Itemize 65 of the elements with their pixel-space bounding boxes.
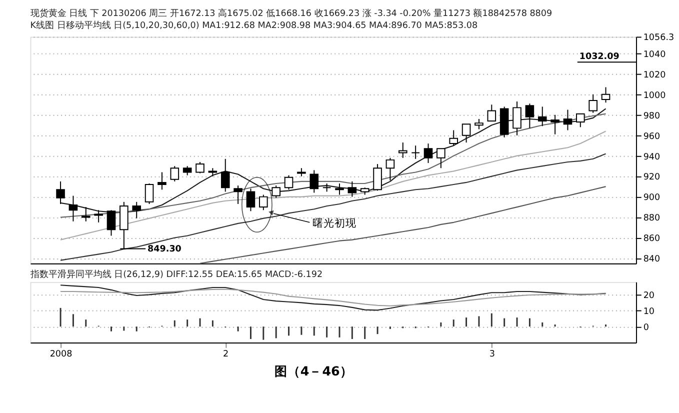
candlestick [398, 142, 408, 158]
y-tick-label: 880 [643, 214, 660, 224]
x-tick-label: 2008 [50, 350, 72, 360]
y-tick-label: 920 [643, 172, 660, 183]
candlestick [182, 166, 192, 176]
candlestick [220, 158, 230, 192]
candlestick [550, 114, 560, 135]
candlestick [106, 210, 116, 236]
candlestick [512, 101, 522, 136]
candlestick [424, 143, 433, 164]
y-tick-label: 940 [643, 152, 660, 162]
line-series [60, 288, 606, 306]
candlestick [474, 118, 484, 130]
candlestick [81, 206, 90, 222]
annotation: 1032.09 [579, 52, 620, 62]
candlestick [259, 194, 268, 211]
candlestick [462, 124, 471, 144]
candlestick [68, 195, 78, 222]
candlestick [487, 104, 496, 122]
candlestick [576, 113, 585, 128]
y-tick-label: 1056.3 [643, 33, 674, 44]
x-tick-label: 2 [223, 350, 229, 360]
y-tick-label: 1020 [643, 70, 666, 80]
candlestick [144, 183, 154, 204]
annotation: 849.30 [148, 244, 182, 255]
candlestick [436, 148, 446, 169]
candlestick [158, 172, 166, 190]
y-tick-label: 0 [643, 322, 649, 333]
candlestick [348, 180, 357, 198]
text: 图（4－46） [274, 364, 353, 379]
y-tick-label: 20 [643, 291, 655, 302]
line-series [60, 153, 606, 261]
annotation: 曙光初现 [312, 216, 357, 230]
y-tick-label: 1000 [643, 90, 666, 101]
candlestick [310, 170, 319, 194]
candlestick [386, 157, 395, 181]
candlestick [94, 210, 103, 223]
candlestick [411, 145, 420, 160]
y-tick-label: 980 [643, 111, 660, 122]
x-tick-label: 3 [489, 350, 495, 360]
candlestick [449, 130, 458, 146]
line-series [60, 284, 606, 311]
y-tick-label: 10 [643, 307, 655, 318]
candlestick [538, 106, 547, 127]
candlestick [170, 166, 180, 182]
candlestick [196, 161, 204, 174]
candlestick [132, 201, 142, 219]
candlestick [373, 164, 382, 192]
line-series [199, 186, 606, 264]
y-tick-label: 1040 [643, 50, 666, 60]
candlestick [246, 188, 256, 212]
candlestick [525, 103, 534, 129]
chart-title: 指数平滑异同平均线 日(26,12,9) DIFF:12.55 DEA:15.65 MACD:-6.192 [29, 269, 323, 280]
y-tick-label: 900 [643, 193, 660, 204]
y-tick-label: 840 [643, 254, 660, 265]
candlestick [588, 94, 598, 114]
candlestick [284, 174, 294, 190]
y-tick-label: 860 [643, 234, 660, 244]
candlestick [563, 109, 572, 131]
candlestick [335, 183, 344, 196]
candlestick [56, 180, 65, 204]
chart-title: 现货黄金 日线 下 20130206 周三 开1672.13 高1675.02 低1668.16 收1669.23 涨 -3.34 -0.20% 量11273 额18842578 8809 [30, 8, 552, 20]
chart-subtitle: K线图 日移动平均线 日(5,10,20,30,60,0) MA1:912.68 MA2:908.98 MA3:904.65 MA4:896.70 MA5:853.08 [30, 20, 478, 31]
y-tick-label: 960 [643, 132, 660, 142]
candlestick [601, 86, 610, 104]
